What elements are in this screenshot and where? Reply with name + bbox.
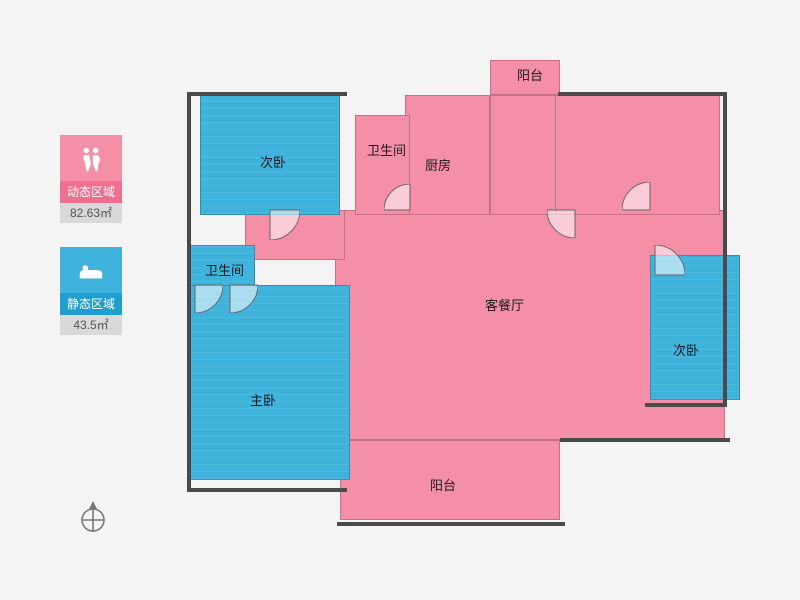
legend-dynamic-label: 动态区域 [60,181,122,203]
door-arc [622,182,678,238]
people-icon [60,135,122,181]
stage: 动态区域 82.63㎡ 静态区域 43.5㎡ 客餐厅厨房卫生间阳台阳台次卧卫生间… [0,0,800,600]
legend-static: 静态区域 43.5㎡ [60,247,122,335]
room-balcony2 [490,60,560,95]
legend-static-label: 静态区域 [60,293,122,315]
legend: 动态区域 82.63㎡ 静态区域 43.5㎡ [60,135,122,335]
legend-dynamic: 动态区域 82.63㎡ [60,135,122,223]
door-arc [202,257,258,313]
legend-dynamic-value: 82.63㎡ [60,203,122,223]
compass-icon [76,500,110,539]
sleep-icon [60,247,122,293]
room-balcony1 [340,440,560,520]
legend-static-value: 43.5㎡ [60,315,122,335]
door-arc [547,182,603,238]
floorplan: 客餐厅厨房卫生间阳台阳台次卧卫生间主卧次卧 [175,60,745,540]
door-arc [625,245,685,305]
room-bed_main [190,285,350,480]
door-arc [384,184,436,236]
door-arc [240,180,300,240]
